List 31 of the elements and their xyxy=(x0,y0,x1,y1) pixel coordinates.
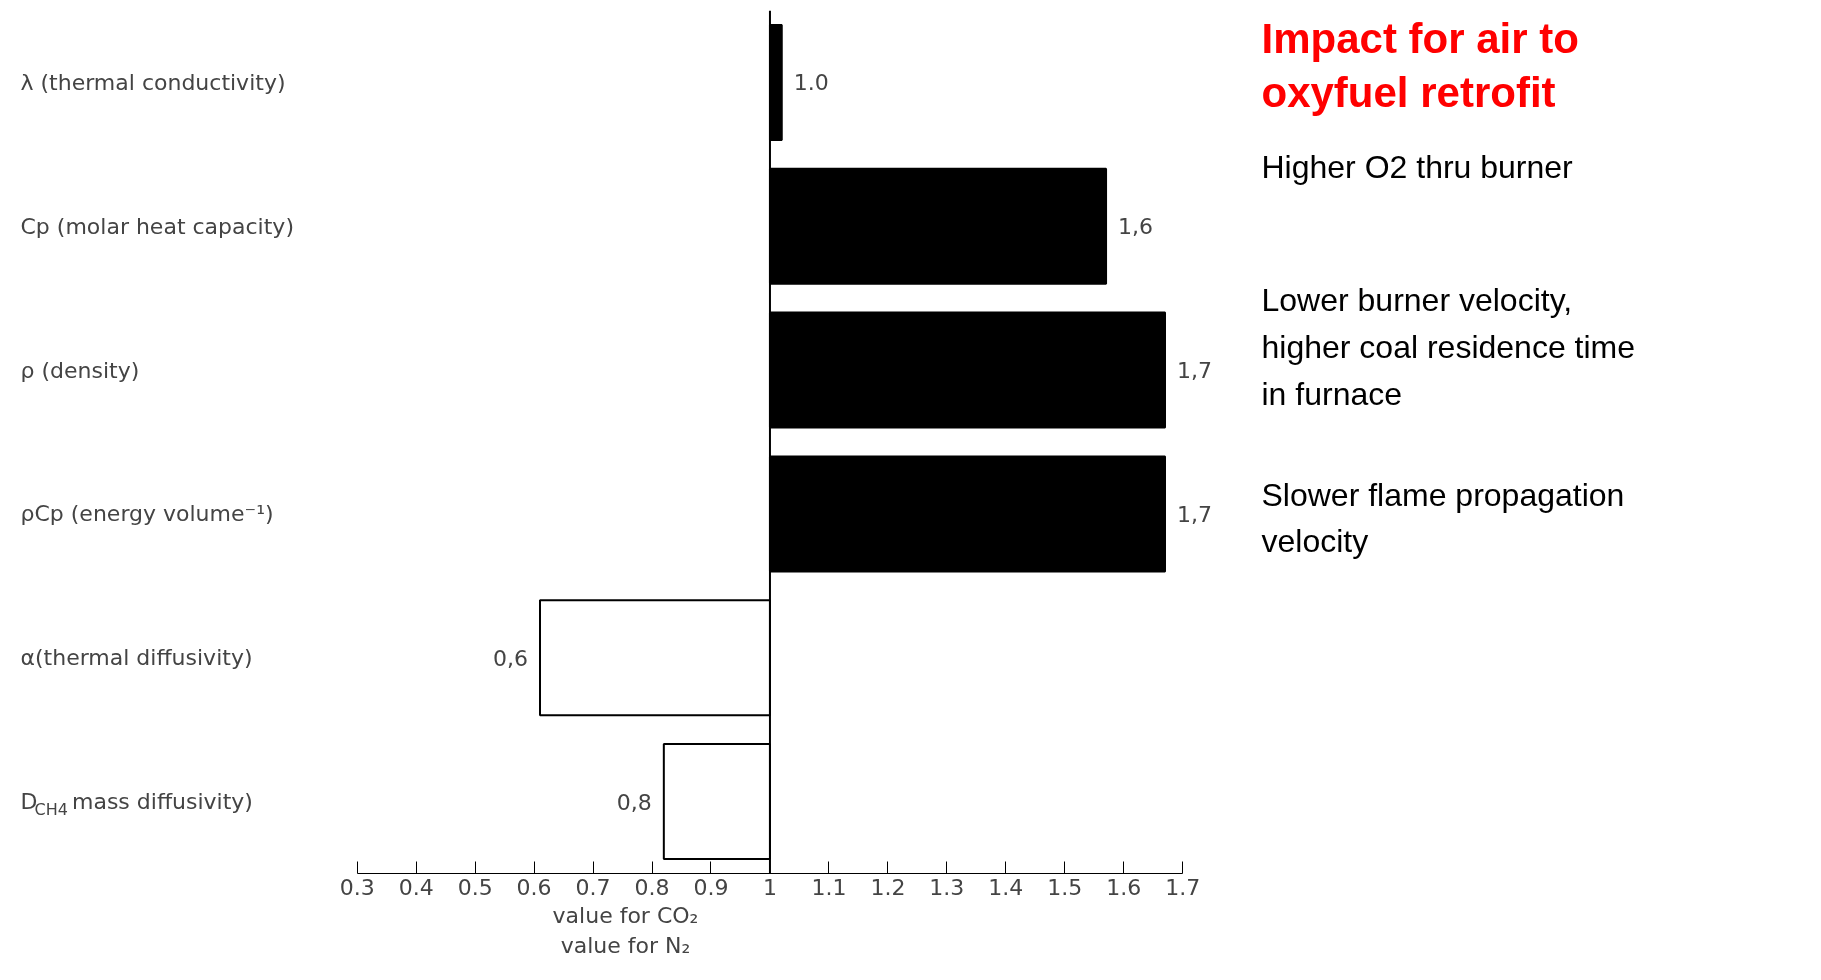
data-label: 1.0 xyxy=(793,70,829,96)
x-tick-label: 1.2 xyxy=(870,874,906,900)
x-tick-label: 0.9 xyxy=(693,874,729,900)
x-tick-label: 1.4 xyxy=(988,874,1024,900)
y-tick-label: Cp (molar heat capacity) xyxy=(20,213,294,239)
x-tick-label: 0.8 xyxy=(634,874,670,900)
y-tick-label: α(thermal diffusivity) xyxy=(20,645,253,671)
x-tick-label: 1.1 xyxy=(811,874,847,900)
text: Slower flame propagation velocity xyxy=(1261,476,1625,560)
data-label: 0,8 xyxy=(616,789,652,815)
y-tick-label: ρ (density) xyxy=(20,357,140,383)
text: Higher O2 thru burner xyxy=(1261,148,1574,185)
x-tick-label: 1.5 xyxy=(1047,874,1083,900)
y-tick-label: λ (thermal conductivity) xyxy=(20,69,286,95)
x-tick-label: 1.6 xyxy=(1106,874,1142,900)
data-label: 1,7 xyxy=(1177,358,1213,384)
data-label: 0,6 xyxy=(493,645,529,671)
x-tick-label: 1 xyxy=(762,874,777,900)
x-tick-label: 0.7 xyxy=(575,874,611,900)
x-tick-label: 1.7 xyxy=(1165,874,1201,900)
x-axis-title: value for CO₂ value for N₂ xyxy=(552,902,699,958)
text: Lower burner velocity, higher coal residence time in furnace xyxy=(1261,282,1636,412)
data-label: 1,7 xyxy=(1177,501,1213,527)
x-tick-label: 0.3 xyxy=(339,874,375,900)
y-tick-label: ρCp (energy volume⁻¹) xyxy=(20,501,274,527)
x-tick-label: 1.3 xyxy=(929,874,965,900)
x-tick-label: 0.6 xyxy=(516,874,552,900)
x-tick-label: 0.5 xyxy=(457,874,493,900)
text: Impact for air to oxyfuel retrofit xyxy=(1261,14,1579,116)
x-tick-label: 0.4 xyxy=(398,874,434,900)
data-label: 1,6 xyxy=(1118,214,1154,240)
